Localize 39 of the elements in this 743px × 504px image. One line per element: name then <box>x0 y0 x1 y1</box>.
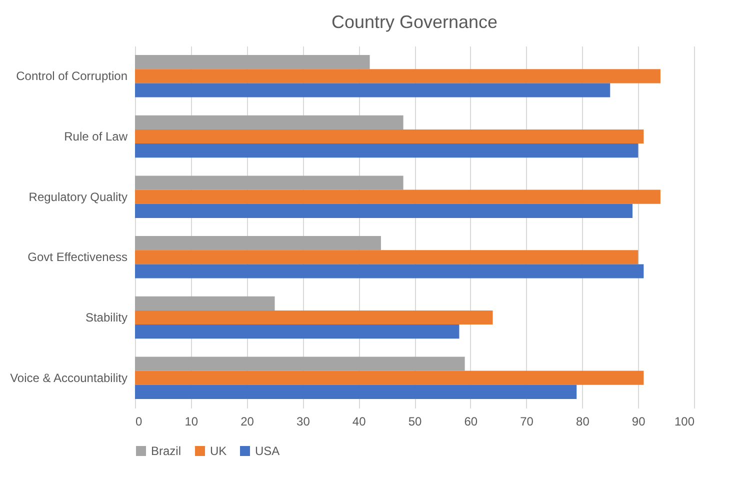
bar <box>135 356 465 371</box>
chart-title: Country Governance <box>331 12 498 32</box>
bar <box>135 236 381 250</box>
y-tick-label: Voice & Accountability <box>10 370 128 385</box>
bar <box>135 83 610 98</box>
bar <box>135 264 644 278</box>
x-tick-label: 20 <box>240 414 254 428</box>
bar <box>135 370 644 385</box>
x-tick-label: 70 <box>520 414 534 428</box>
y-tick-label: Regulatory Quality <box>28 190 128 204</box>
y-tick-label: Stability <box>85 310 128 324</box>
x-tick-label: 30 <box>296 414 310 428</box>
x-tick-label: 90 <box>632 414 646 428</box>
bar <box>135 115 404 130</box>
bar <box>135 55 370 70</box>
bar <box>135 310 493 325</box>
x-tick-label: 50 <box>408 414 422 428</box>
x-tick-label: 0 <box>136 414 142 428</box>
y-tick-label: Control of Corruption <box>16 69 128 84</box>
legend-label: USA <box>255 444 280 458</box>
x-tick-label: 40 <box>352 414 366 428</box>
bar <box>135 324 460 339</box>
bar <box>135 190 660 204</box>
legend-label: Brazil <box>151 444 182 458</box>
bar <box>135 144 638 158</box>
bar <box>135 384 577 399</box>
bar <box>135 69 660 84</box>
bar <box>135 250 638 264</box>
y-tick-label: Govt Effectiveness <box>28 250 128 264</box>
bar <box>135 176 404 190</box>
bar <box>135 129 644 144</box>
x-tick-label: 10 <box>184 414 198 428</box>
y-tick-label: Rule of Law <box>64 130 128 144</box>
x-tick-label: 60 <box>464 414 478 428</box>
bar <box>135 204 633 218</box>
x-tick-label: 100 <box>674 414 695 428</box>
x-tick-label: 80 <box>576 414 590 428</box>
legend-label: UK <box>210 444 227 458</box>
bar <box>135 296 275 310</box>
